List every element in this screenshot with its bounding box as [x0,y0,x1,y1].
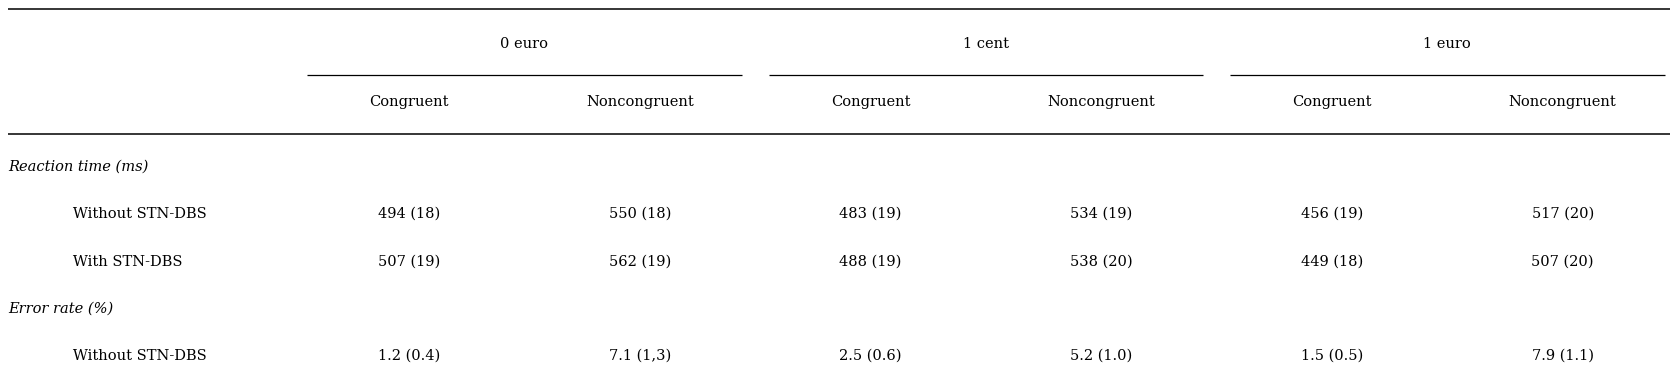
Text: 0 euro: 0 euro [500,37,549,51]
Text: 483 (19): 483 (19) [839,207,901,221]
Text: Without STN-DBS: Without STN-DBS [59,207,206,221]
Text: 538 (20): 538 (20) [1071,255,1133,269]
Text: 1.5 (0.5): 1.5 (0.5) [1300,349,1363,363]
Text: 449 (18): 449 (18) [1300,255,1363,269]
Text: 517 (20): 517 (20) [1532,207,1594,221]
Text: 1 euro: 1 euro [1423,37,1472,51]
Text: Congruent: Congruent [369,96,448,109]
Text: 1.2 (0.4): 1.2 (0.4) [378,349,440,363]
Text: With STN-DBS: With STN-DBS [59,255,183,269]
Text: Without STN-DBS: Without STN-DBS [59,349,206,363]
Text: 507 (19): 507 (19) [378,255,440,269]
Text: 1 cent: 1 cent [963,37,1008,51]
Text: Reaction time (ms): Reaction time (ms) [8,160,149,173]
Text: Noncongruent: Noncongruent [1509,96,1616,109]
Text: Noncongruent: Noncongruent [1047,96,1154,109]
Text: Congruent: Congruent [1292,96,1371,109]
Text: 5.2 (1.0): 5.2 (1.0) [1071,349,1133,363]
Text: 550 (18): 550 (18) [609,207,671,221]
Text: 7.1 (1,3): 7.1 (1,3) [609,349,671,363]
Text: 562 (19): 562 (19) [609,255,671,269]
Text: 507 (20): 507 (20) [1532,255,1594,269]
Text: Error rate (%): Error rate (%) [8,301,114,315]
Text: 456 (19): 456 (19) [1300,207,1363,221]
Text: 534 (19): 534 (19) [1071,207,1133,221]
Text: Noncongruent: Noncongruent [586,96,693,109]
Text: 7.9 (1.1): 7.9 (1.1) [1532,349,1594,363]
Text: 494 (18): 494 (18) [378,207,440,221]
Text: 2.5 (0.6): 2.5 (0.6) [839,349,901,363]
Text: 488 (19): 488 (19) [839,255,901,269]
Text: Congruent: Congruent [831,96,909,109]
